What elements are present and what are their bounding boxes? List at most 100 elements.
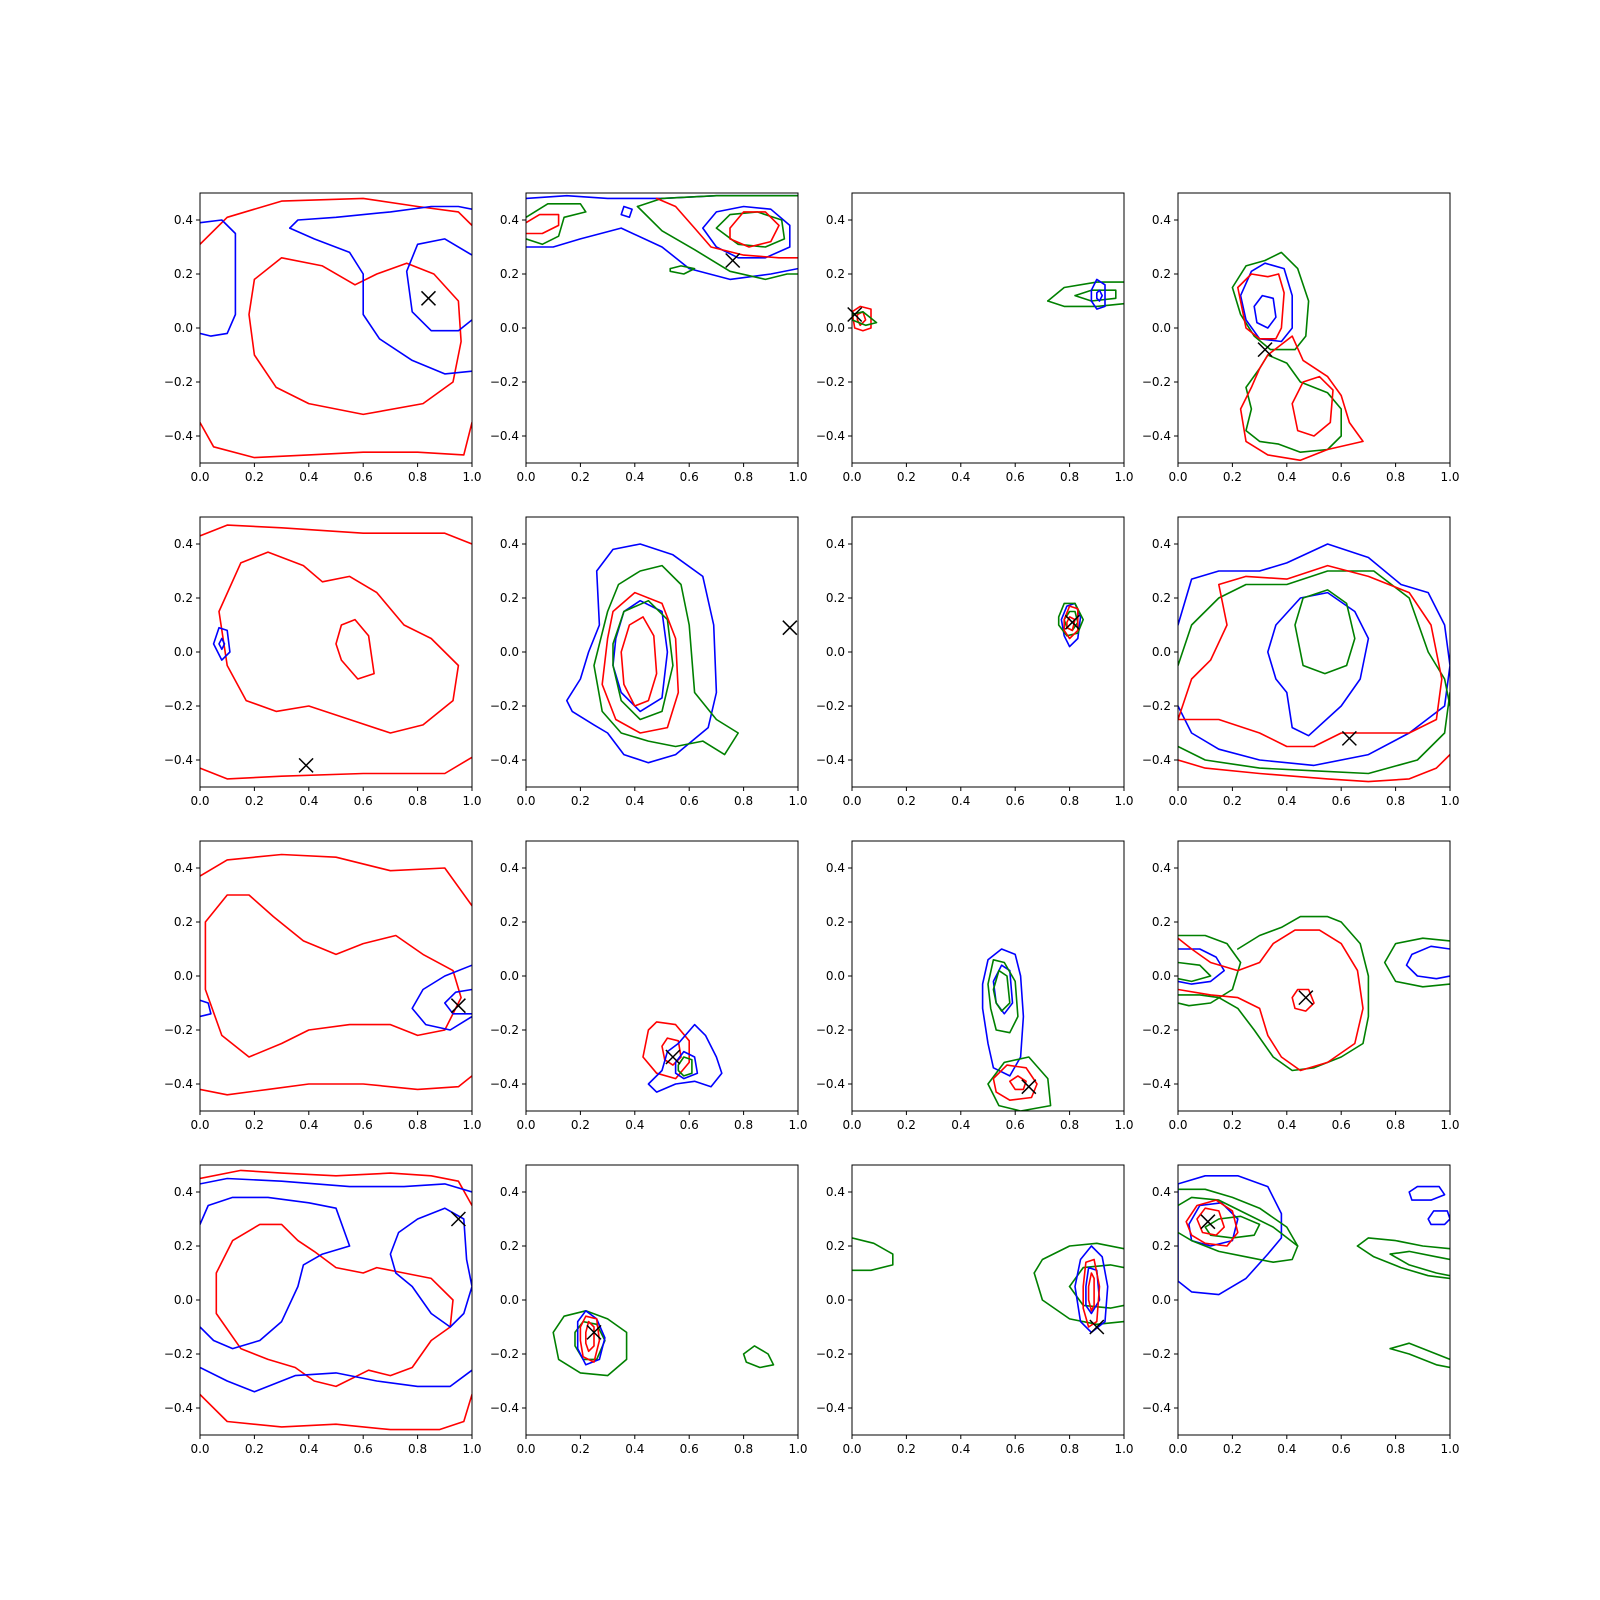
contour-line-blue xyxy=(288,227,472,375)
contour-line-blue xyxy=(981,948,1025,1077)
x-tick-label: 0.2 xyxy=(897,470,916,484)
subplot-4: 0.0 0.2 0.4 0.6 0.8 1.0 −0.4 −0.2 0.0 0.2 0.4 xyxy=(1142,192,1460,484)
x-tick-label: 0.4 xyxy=(299,794,318,808)
x-marker-stroke xyxy=(298,757,314,773)
contour-line-red xyxy=(1008,1075,1027,1091)
x-tick-label: 0.0 xyxy=(1168,794,1187,808)
contour-line-red xyxy=(218,551,460,734)
subplot-5: 0.0 0.2 0.4 0.6 0.8 1.0 −0.4 −0.2 0.0 0.2 0.4 xyxy=(164,516,482,808)
y-tick-label: 0.0 xyxy=(826,321,845,335)
y-tick-label: 0.0 xyxy=(500,645,519,659)
y-tick-label: −0.4 xyxy=(164,1401,193,1415)
x-marker-stroke xyxy=(450,998,466,1014)
x-tick-label: 1.0 xyxy=(1114,1442,1133,1456)
contour-line-green xyxy=(1294,589,1356,675)
x-tick-label: 1.0 xyxy=(462,470,481,484)
contour-line-blue xyxy=(1096,289,1103,302)
y-tick-label: −0.4 xyxy=(816,1077,845,1091)
x-marker xyxy=(665,1049,681,1065)
x-tick-label: 0.8 xyxy=(1060,1118,1079,1132)
x-marker xyxy=(1064,614,1080,630)
x-tick-label: 0.2 xyxy=(571,1442,590,1456)
axes-frame xyxy=(1177,840,1451,1112)
y-tick-label: 0.0 xyxy=(1152,645,1171,659)
contour-line-red xyxy=(579,1315,601,1363)
x-marker xyxy=(420,290,437,306)
axes-frame xyxy=(851,840,1125,1112)
contour-line-blue xyxy=(565,543,718,764)
y-tick-label: 0.2 xyxy=(174,591,193,605)
subplot-1: 0.0 0.2 0.4 0.6 0.8 1.0 −0.4 −0.2 0.0 0.2 0.4 xyxy=(164,192,482,484)
x-tick-label: 1.0 xyxy=(462,1118,481,1132)
contour-line-blue xyxy=(1239,262,1293,343)
contour-line-green xyxy=(593,564,740,756)
subplot-3: 0.0 0.2 0.4 0.6 0.8 1.0 −0.4 −0.2 0.0 0.2 0.4 xyxy=(816,192,1134,484)
x-tick-label: 0.4 xyxy=(951,470,970,484)
y-tick-label: 0.2 xyxy=(826,591,845,605)
x-tick-label: 1.0 xyxy=(1440,470,1459,484)
contour-line-green xyxy=(669,265,696,275)
contour-line-green xyxy=(1389,1342,1450,1361)
y-tick-label: −0.2 xyxy=(164,699,193,713)
contour-layer xyxy=(200,197,472,459)
contour-line-green xyxy=(1389,1347,1450,1369)
y-tick-label: 0.4 xyxy=(500,537,519,551)
contour-line-blue xyxy=(212,626,231,661)
y-tick-label: 0.0 xyxy=(1152,1293,1171,1307)
y-tick-label: 0.2 xyxy=(500,591,519,605)
contour-line-green xyxy=(1178,961,1212,983)
subplot-14: 0.0 0.2 0.4 0.6 0.8 1.0 −0.4 −0.2 0.0 0.2 0.4 xyxy=(490,1164,808,1456)
x-tick-label: 0.8 xyxy=(1386,794,1405,808)
x-tick-label: 0.4 xyxy=(299,1442,318,1456)
x-marker xyxy=(1298,990,1314,1006)
x-tick-label: 0.6 xyxy=(1006,470,1025,484)
x-tick-label: 1.0 xyxy=(788,794,807,808)
y-tick-label: 0.4 xyxy=(1152,861,1171,875)
subplot-15: 0.0 0.2 0.4 0.6 0.8 1.0 −0.4 −0.2 0.0 0.2 0.4 xyxy=(816,1164,1134,1456)
y-tick-label: −0.4 xyxy=(1142,429,1171,443)
contour-line-blue xyxy=(200,1196,351,1350)
y-tick-label: 0.0 xyxy=(174,969,193,983)
contour-line-red xyxy=(1087,1272,1095,1312)
x-marker-stroke xyxy=(1200,1214,1216,1230)
x-tick-label: 0.8 xyxy=(734,794,753,808)
contour-line-red xyxy=(200,197,472,246)
x-marker-stroke xyxy=(1021,1079,1037,1095)
contour-line-green xyxy=(574,1320,606,1361)
y-tick-label: 0.0 xyxy=(500,321,519,335)
y-tick-label: −0.4 xyxy=(164,429,193,443)
x-marker xyxy=(450,998,466,1014)
contour-line-green xyxy=(742,1345,775,1369)
y-tick-label: 0.2 xyxy=(826,267,845,281)
x-tick-label: 0.2 xyxy=(571,470,590,484)
x-marker xyxy=(450,1211,466,1227)
x-tick-label: 0.2 xyxy=(1223,794,1242,808)
contour-line-blue xyxy=(620,205,633,219)
contour-line-red xyxy=(655,197,798,259)
y-tick-label: −0.4 xyxy=(1142,1077,1171,1091)
x-marker-stroke xyxy=(1298,990,1314,1006)
x-marker xyxy=(1257,342,1273,358)
subplot-2: 0.0 0.2 0.4 0.6 0.8 1.0 −0.4 −0.2 0.0 0.2 0.4 xyxy=(490,192,808,484)
x-tick-label: 0.4 xyxy=(625,470,644,484)
x-tick-label: 0.4 xyxy=(625,1442,644,1456)
x-tick-label: 1.0 xyxy=(1114,470,1133,484)
axes-frame xyxy=(1177,1164,1451,1436)
y-tick-label: 0.4 xyxy=(826,861,845,875)
y-tick-label: 0.4 xyxy=(1152,213,1171,227)
contour-line-blue xyxy=(1178,1175,1283,1296)
y-tick-label: 0.4 xyxy=(500,861,519,875)
contour-line-blue xyxy=(1408,1185,1446,1201)
axes-frame xyxy=(199,1164,473,1436)
contour-line-blue xyxy=(647,1023,723,1093)
y-tick-label: 0.2 xyxy=(500,915,519,929)
contour-line-red xyxy=(992,1064,1038,1101)
axes-frame xyxy=(851,516,1125,788)
x-tick-label: 0.6 xyxy=(1332,1442,1351,1456)
contour-line-blue xyxy=(443,988,472,1015)
contour-line-green xyxy=(1245,354,1342,454)
contour-line-green xyxy=(1047,281,1124,302)
x-marker xyxy=(1021,1079,1037,1095)
contour-layer xyxy=(642,1021,723,1093)
contour-line-green xyxy=(987,1056,1052,1111)
